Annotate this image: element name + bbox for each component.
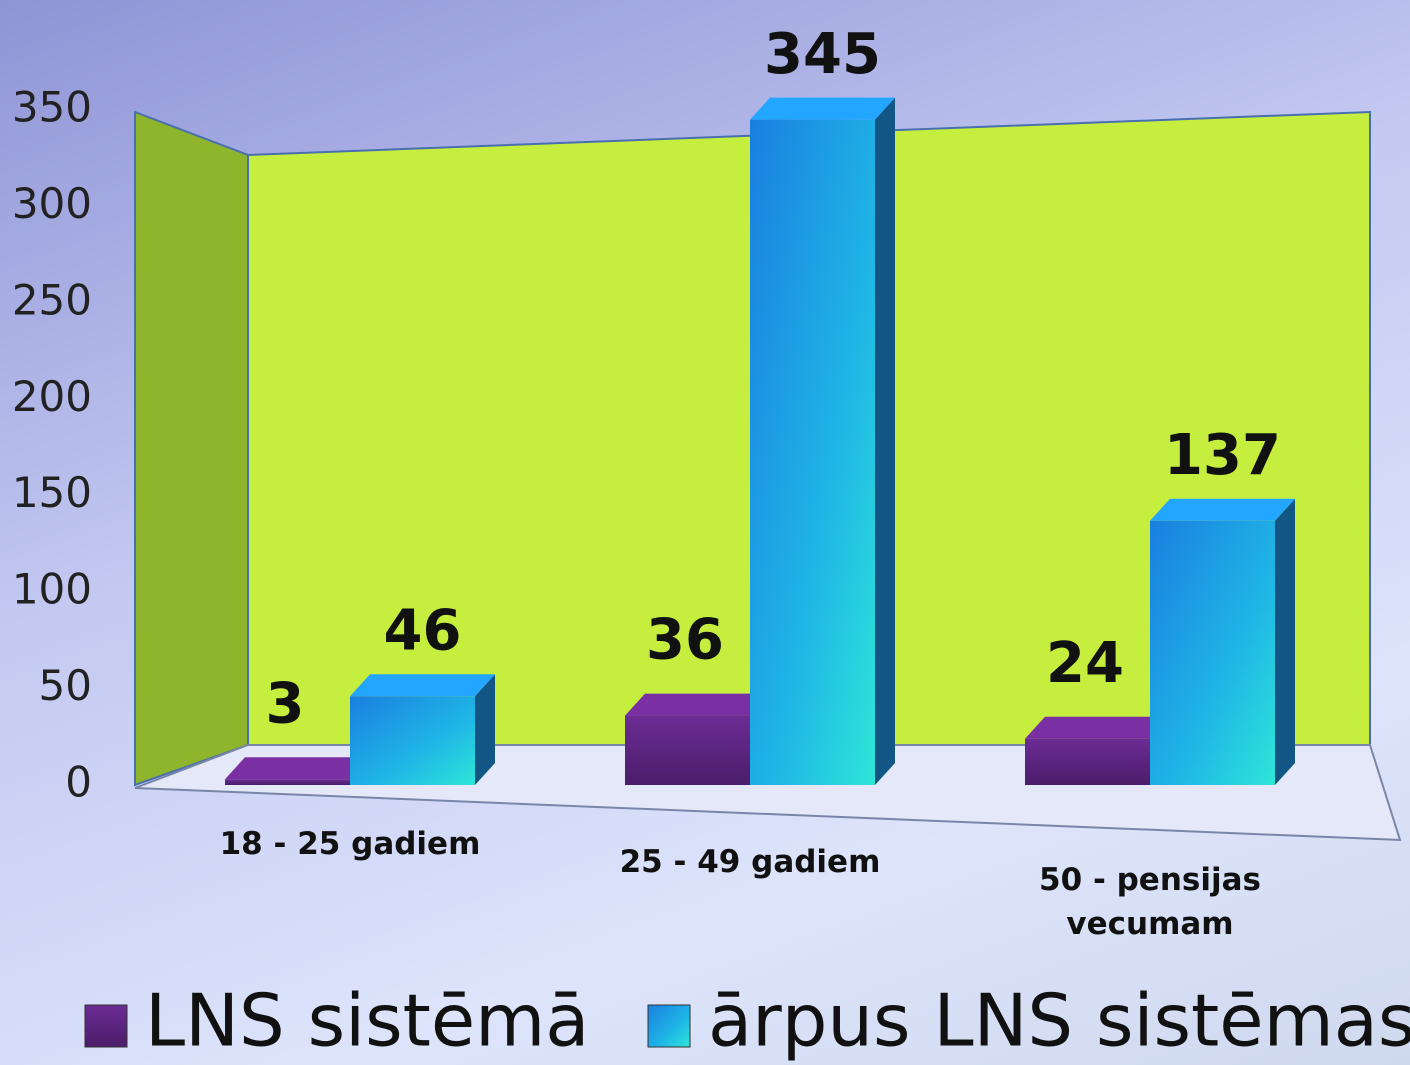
y-tick-label: 200 xyxy=(12,372,92,421)
value-label: 345 xyxy=(764,22,881,87)
bar xyxy=(750,119,875,785)
legend-label: ārpus LNS sistēmas xyxy=(708,979,1410,1063)
bar-side xyxy=(475,674,495,785)
bar xyxy=(625,715,750,785)
bar xyxy=(350,696,475,785)
value-label: 3 xyxy=(266,671,305,736)
x-tick-label: 25 - 49 gadiem xyxy=(619,844,881,880)
bar-side xyxy=(875,97,895,785)
y-tick-label: 250 xyxy=(12,275,92,324)
bar-top xyxy=(350,674,495,697)
bar xyxy=(225,779,350,785)
y-tick-label: 350 xyxy=(12,83,92,132)
x-tick-label: 18 - 25 gadiem xyxy=(219,826,481,862)
legend-label: LNS sistēmā xyxy=(145,979,589,1063)
y-tick-label: 0 xyxy=(65,758,92,807)
legend-swatch xyxy=(647,1004,691,1048)
value-label: 36 xyxy=(646,608,724,673)
side-wall xyxy=(134,110,249,787)
bar xyxy=(1025,738,1150,785)
x-tick-label: 50 - pensijas vecumam xyxy=(1039,862,1261,942)
bar-side xyxy=(1275,498,1295,785)
value-label: 137 xyxy=(1164,423,1281,488)
value-label: 24 xyxy=(1046,631,1124,696)
bar-top xyxy=(225,757,370,780)
y-tick-label: 50 xyxy=(39,661,92,710)
value-label: 46 xyxy=(384,598,462,663)
y-tick-label: 150 xyxy=(12,468,92,517)
y-tick-label: 100 xyxy=(12,565,92,614)
y-tick-label: 300 xyxy=(12,179,92,228)
bar xyxy=(1150,520,1275,785)
bar-top xyxy=(1025,716,1170,739)
bar-top xyxy=(750,97,895,120)
legend-swatch xyxy=(84,1004,128,1048)
bar-top xyxy=(1150,498,1295,521)
bar-top xyxy=(625,693,770,716)
